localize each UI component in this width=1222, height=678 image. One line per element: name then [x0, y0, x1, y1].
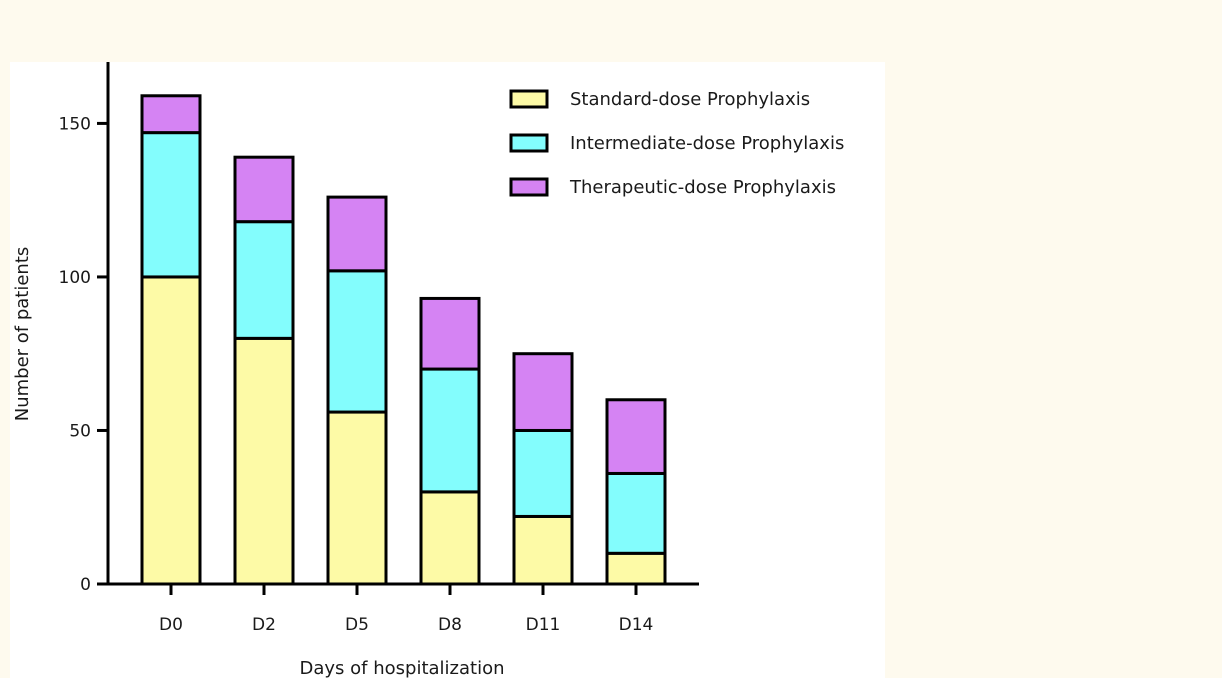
stacked-bar-chart: 0 50 100 150 D0 D2 D5 D8 D11 D14 Days of hospita… — [12, 62, 844, 678]
axes-layer — [106, 62, 699, 586]
x-tick-label: D14 — [619, 615, 654, 635]
bar-d0-series-1 — [140, 275, 202, 586]
legend-swatch — [509, 177, 549, 197]
bar-d5-series-2 — [326, 269, 388, 414]
x-tick-label: D8 — [438, 615, 462, 635]
legend-swatch — [509, 133, 549, 153]
y-axis-title: Number of patients — [12, 247, 33, 422]
y-tick-label: 0 — [80, 575, 91, 595]
legend-label: Intermediate-dose Prophylaxis — [570, 133, 844, 154]
bar-d11-series-3 — [512, 352, 574, 432]
y-tick-label: 100 — [59, 268, 91, 288]
legend-label: Therapeutic-dose Prophylaxis — [569, 177, 836, 198]
bar-d2-series-1 — [233, 336, 295, 586]
bar-d0-series-3 — [140, 94, 202, 135]
legend: Standard-dose Prophylaxis Intermediate-do… — [509, 89, 844, 198]
x-ticks: D0 D2 D5 D8 D11 D14 — [159, 584, 653, 635]
chart-panel: 0 50 100 150 D0 D2 D5 D8 D11 D14 Days of hospita… — [10, 62, 885, 678]
x-tick-label: D5 — [345, 615, 369, 635]
bar-d11-series-2 — [512, 428, 574, 518]
bar-d2-series-2 — [233, 220, 295, 340]
y-tick-label: 150 — [59, 114, 91, 134]
legend-label: Standard-dose Prophylaxis — [570, 89, 810, 110]
bar-d5-series-1 — [326, 410, 388, 586]
bar-d5-series-3 — [326, 195, 388, 273]
bar-d8-series-1 — [419, 490, 481, 586]
bar-d14-series-3 — [605, 398, 667, 475]
bar-d2-series-3 — [233, 155, 295, 224]
bar-d11-series-1 — [512, 514, 574, 586]
x-tick-label: D2 — [252, 615, 276, 635]
legend-swatch — [509, 89, 549, 109]
y-ticks: 0 50 100 150 — [59, 114, 108, 595]
x-tick-label: D11 — [526, 615, 561, 635]
bar-d8-series-2 — [419, 367, 481, 494]
x-axis-title: Days of hospitalization — [300, 658, 505, 678]
y-tick-label: 50 — [69, 421, 91, 441]
bar-d8-series-3 — [419, 296, 481, 371]
bar-d14-series-2 — [605, 471, 667, 555]
bar-d0-series-2 — [140, 131, 202, 279]
x-tick-label: D0 — [159, 615, 183, 635]
bar-d14-series-1 — [605, 551, 667, 586]
bars-layer — [140, 94, 667, 586]
